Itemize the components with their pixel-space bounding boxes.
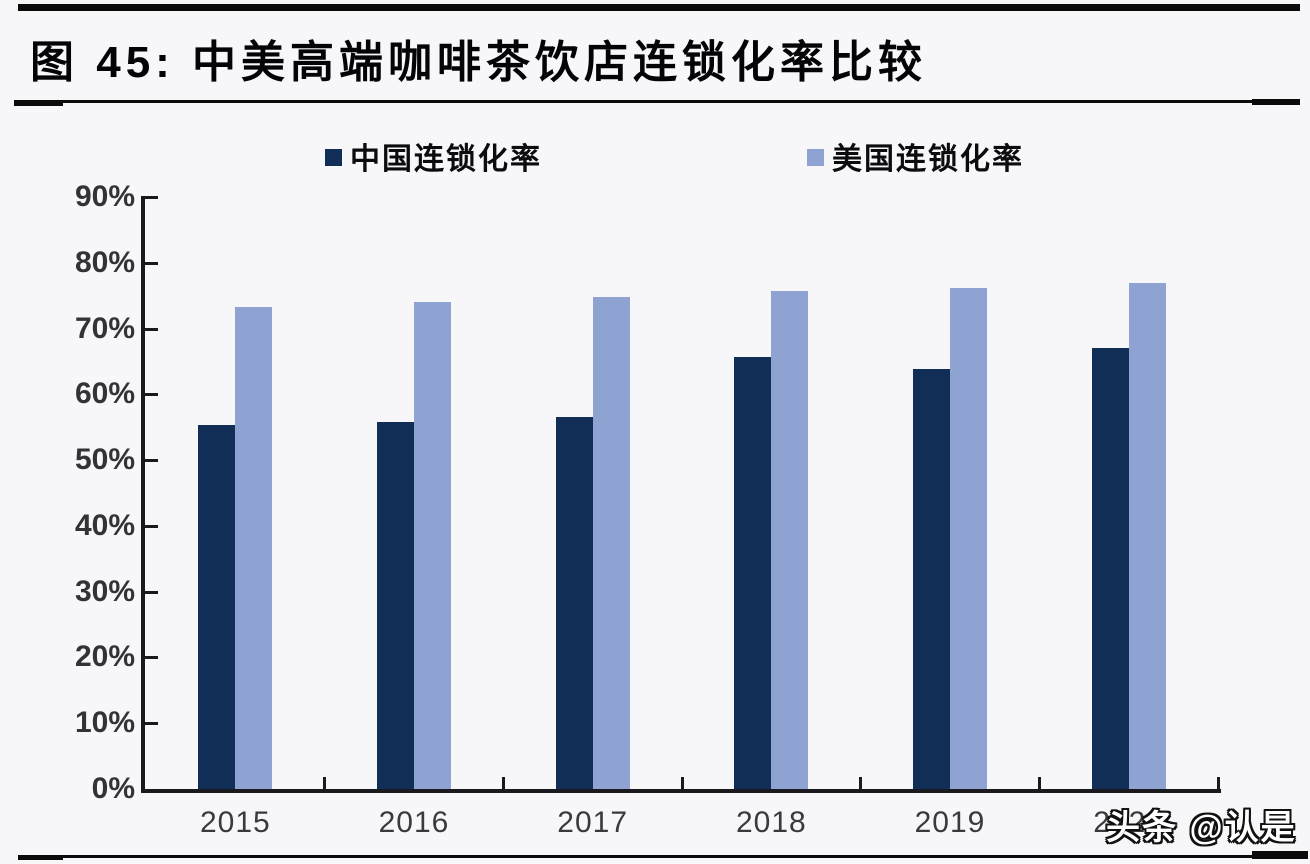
bar-china-2020 <box>1091 348 1129 789</box>
title-underline <box>63 100 1252 103</box>
x-axis-label-2016: 2016 <box>378 806 450 839</box>
legend-swatch-china-icon <box>325 149 342 166</box>
x-axis-label-2020: 2020 <box>1093 806 1165 839</box>
y-axis-tick <box>145 327 158 331</box>
legend-label-usa: 美国连锁化率 <box>832 143 1024 176</box>
y-axis-tick-label: 0% <box>91 772 135 805</box>
y-axis-tick-label: 70% <box>74 311 135 345</box>
bar-china-2016 <box>377 421 414 789</box>
x-axis-tick <box>323 777 327 790</box>
y-axis-tick-label: 50% <box>74 443 135 477</box>
watermark: 头条 @认是 <box>1106 809 1297 847</box>
legend-label-china: 中国连锁化率 <box>350 143 542 176</box>
x-axis-label-2018: 2018 <box>735 806 807 839</box>
y-axis-tick-label: 40% <box>74 508 135 542</box>
x-axis-tick <box>859 777 863 790</box>
y-axis-tick-label: 60% <box>74 377 135 411</box>
bar-usa-2018 <box>771 291 809 789</box>
x-axis-tick <box>1037 777 1041 790</box>
x-axis-label-2015: 2015 <box>199 806 271 839</box>
title-underline-right <box>1252 99 1300 105</box>
figure-title: 图 45: 中美高端咖啡茶饮店连锁化率比较 <box>30 38 928 87</box>
legend-item-china: 中国连锁化率 <box>325 134 542 178</box>
bar-china-2018 <box>734 356 772 789</box>
y-axis-tick <box>145 722 158 726</box>
y-axis-tick <box>145 393 158 397</box>
y-axis-tick <box>145 261 158 265</box>
x-axis-tick <box>680 777 684 790</box>
bar-usa-2016 <box>414 302 451 789</box>
y-axis-tick-label: 90% <box>74 180 135 213</box>
y-axis-tick-label: 30% <box>74 574 135 608</box>
y-axis-tick <box>145 524 158 528</box>
y-axis-tick <box>145 656 158 660</box>
bottom-border-left <box>18 855 63 860</box>
y-axis-line <box>141 196 145 793</box>
title-underline-left <box>14 100 63 106</box>
y-axis-tick <box>145 590 158 594</box>
y-axis-tick-label: 10% <box>74 706 135 740</box>
legend-swatch-usa-icon <box>807 149 824 166</box>
y-axis-tick-label: 80% <box>74 245 135 279</box>
x-axis-label-2017: 2017 <box>557 806 629 839</box>
y-axis-tick <box>145 459 158 463</box>
bar-china-2019 <box>913 369 950 789</box>
bar-usa-2017 <box>592 296 630 789</box>
y-axis-tick-label: 20% <box>74 640 135 674</box>
bar-china-2015 <box>198 425 236 789</box>
bottom-border-right <box>1252 851 1308 859</box>
bar-usa-2019 <box>950 288 987 789</box>
bar-usa-2020 <box>1128 282 1166 789</box>
bar-china-2017 <box>555 417 593 789</box>
top-border-rule <box>18 4 1300 11</box>
bar-usa-2015 <box>235 306 273 789</box>
bottom-border <box>63 855 1252 858</box>
y-axis-tick <box>145 196 158 199</box>
legend-item-usa: 美国连锁化率 <box>807 134 1024 178</box>
x-axis-line <box>141 789 1221 793</box>
x-axis-tick <box>501 777 505 790</box>
x-axis-label-2019: 2019 <box>914 806 986 839</box>
x-axis-tick <box>1216 777 1220 790</box>
